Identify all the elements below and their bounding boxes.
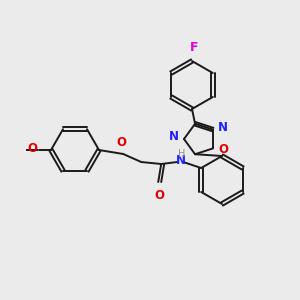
Text: O: O [218, 143, 228, 156]
Text: H: H [178, 149, 185, 159]
Text: N: N [218, 121, 228, 134]
Text: N: N [176, 154, 186, 167]
Text: O: O [154, 189, 164, 202]
Text: O: O [116, 136, 126, 149]
Text: N: N [169, 130, 179, 143]
Text: O: O [27, 142, 37, 155]
Text: F: F [190, 41, 198, 54]
